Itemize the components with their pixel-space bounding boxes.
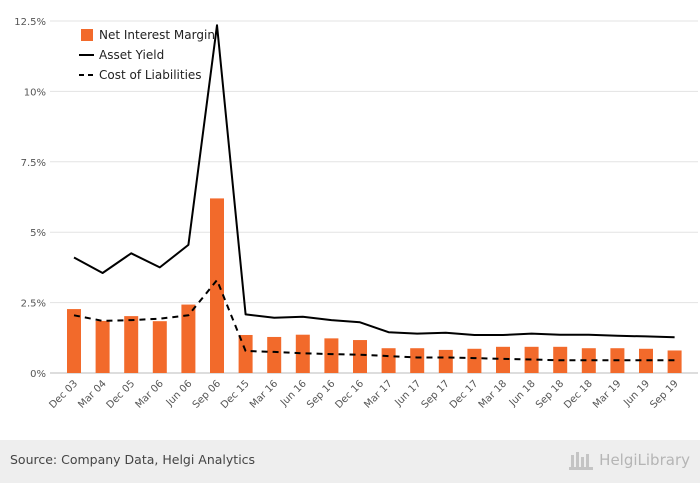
x-tick-label: Jun 18 [507, 378, 538, 409]
legend-swatch-net-interest-margin [81, 29, 93, 41]
y-tick-label: 5% [30, 228, 46, 239]
bar [124, 316, 139, 373]
x-tick-label: Mar 17 [362, 378, 394, 410]
x-tick-label: Sep 17 [420, 378, 452, 410]
source-note: Source: Company Data, Helgi Analytics [10, 452, 256, 467]
helgi-logo-icon [569, 449, 595, 471]
footer: Source: Company Data, Helgi Analytics He… [0, 440, 700, 483]
x-tick-label: Dec 18 [562, 378, 595, 411]
x-tick-label: Mar 18 [477, 378, 509, 410]
y-tick-label: 7.5% [21, 158, 46, 169]
brand-name: HelgiLibrary [599, 451, 690, 469]
bar [496, 346, 510, 373]
bar [152, 321, 167, 373]
x-tick-label: Sep 18 [534, 378, 566, 410]
bar [467, 348, 482, 373]
bar [410, 348, 425, 373]
legend-label-net-interest-margin: Net Interest Margin [99, 28, 215, 42]
bar [181, 304, 196, 373]
bar [581, 348, 596, 373]
x-tick-label: Dec 17 [448, 378, 481, 411]
y-tick-label: 10% [24, 87, 46, 98]
line-asset-yield [73, 24, 675, 339]
legend: Net Interest Margin Asset Yield Cost of … [79, 28, 215, 82]
bar [295, 334, 310, 373]
bar-series-net-interest-margin [67, 198, 682, 373]
bar [67, 309, 81, 373]
bar [667, 350, 682, 373]
x-tick-label: Dec 15 [219, 378, 252, 411]
line-series [73, 24, 675, 362]
x-tick-label: Jun 17 [393, 378, 424, 409]
x-tick-label: Sep 06 [191, 378, 223, 410]
legend-label-cost-of-liabilities: Cost of Liabilities [99, 68, 202, 82]
x-tick-label: Mar 06 [134, 378, 166, 410]
x-tick-label: Sep 16 [305, 378, 337, 410]
x-tick-label: Jun 06 [164, 378, 195, 409]
x-tick-label: Jun 16 [278, 378, 309, 409]
x-tick-label: Jun 19 [621, 378, 652, 409]
bar [210, 198, 224, 373]
x-tick-label: Mar 16 [248, 378, 280, 410]
y-tick-label: 0% [30, 369, 46, 380]
x-tick-label: Mar 19 [591, 378, 623, 410]
brand: HelgiLibrary [569, 449, 690, 471]
bar [267, 336, 282, 373]
x-tick-label: Dec 05 [105, 378, 138, 411]
bar [438, 349, 453, 373]
bar [639, 348, 653, 373]
x-tick-label: Mar 04 [76, 378, 108, 410]
bar [238, 334, 253, 373]
line-cost-of-liabilities [73, 279, 675, 362]
y-axis-tick-labels: 0% 2.5% 5% 7.5% 10% 12.5% [14, 17, 46, 380]
x-tick-label: Dec 16 [333, 378, 366, 411]
bar [95, 320, 110, 373]
bar [324, 338, 339, 373]
x-tick-label: Sep 19 [648, 378, 680, 410]
y-tick-label: 12.5% [14, 17, 46, 28]
y-tick-label: 2.5% [21, 299, 46, 310]
bar [353, 340, 367, 373]
bar [381, 348, 396, 373]
legend-label-asset-yield: Asset Yield [99, 48, 164, 62]
x-tick-label: Dec 03 [47, 378, 80, 411]
bar [524, 346, 539, 373]
